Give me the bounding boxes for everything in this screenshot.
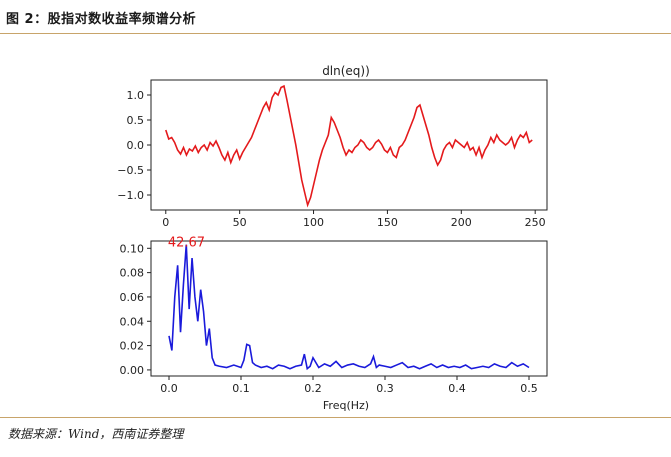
top-y-tick-label: 0.0 (127, 139, 145, 152)
bottom-x-tick-label: 0.4 (448, 382, 466, 395)
bottom-y-tick-label: 0.08 (120, 267, 145, 280)
x-axis-label: Freq(Hz) (323, 399, 369, 412)
top-x-tick-label: 100 (303, 216, 324, 229)
bottom-x-tick-label: 0.5 (520, 382, 538, 395)
peak-annotation: 42.67 (168, 236, 205, 251)
top-x-tick-label: 200 (451, 216, 472, 229)
bottom-y-tick-label: 0.10 (120, 242, 145, 255)
bottom-plot-frame (150, 240, 548, 377)
top-divider (0, 33, 671, 34)
bottom-y-tick-label: 0.04 (120, 315, 145, 328)
bottom-x-tick-label: 0.2 (304, 382, 322, 395)
bottom-series-line (168, 244, 530, 371)
top-series-line (165, 84, 533, 208)
bottom-x-tick-label: 0.0 (160, 382, 178, 395)
bottom-divider (0, 417, 671, 418)
top-y-tick-label: 0.5 (127, 114, 145, 127)
bottom-y-tick-label: 0.00 (120, 364, 145, 377)
top-y-tick-label: −0.5 (117, 164, 144, 177)
top-x-tick-label: 250 (525, 216, 546, 229)
bottom-x-tick-label: 0.1 (232, 382, 250, 395)
top-y-tick-label: 1.0 (127, 89, 145, 102)
bottom-x-tick-label: 0.3 (376, 382, 394, 395)
frequency-spectrum-plot: 0.0 0.1 0.2 0.3 0.4 0.5 0.00 0.02 0.04 0.06 0.08 0.… (120, 236, 548, 412)
time-series-plot: dln(eq)) 0 50 100 150 200 250 −1.0 −0.5 0.0 0.5 1.… (117, 64, 548, 229)
bottom-y-tick-label: 0.02 (120, 340, 145, 353)
source-note: 数据来源：Wind，西南证券整理 (8, 427, 184, 441)
top-x-tick-label: 50 (233, 216, 247, 229)
top-x-tick-label: 150 (377, 216, 398, 229)
top-x-tick-label: 0 (162, 216, 169, 229)
top-chart-title: dln(eq)) (322, 64, 370, 78)
bottom-y-tick-label: 0.06 (120, 291, 145, 304)
figure-title: 图 2：股指对数收益率频谱分析 (6, 12, 197, 27)
top-y-tick-label: −1.0 (117, 189, 144, 202)
